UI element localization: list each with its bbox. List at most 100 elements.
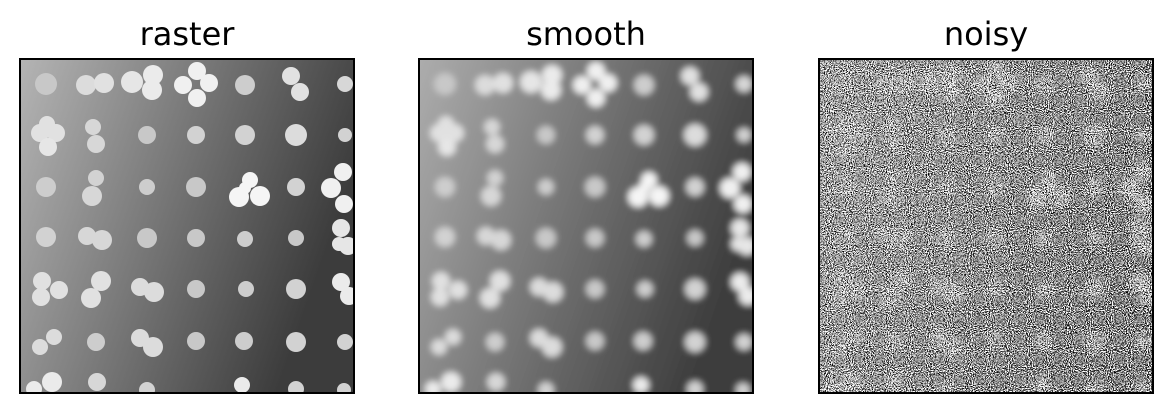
blob: [634, 75, 654, 95]
blob: [186, 177, 206, 197]
blob: [431, 339, 447, 355]
blob: [542, 337, 562, 357]
blob: [690, 83, 708, 101]
blob: [87, 333, 105, 351]
blob: [649, 186, 669, 206]
blob: [731, 237, 745, 251]
blob: [449, 281, 467, 299]
blob: [687, 381, 703, 392]
blob: [335, 195, 353, 213]
blob: [174, 76, 192, 94]
raster-image: [19, 58, 355, 394]
blob: [599, 74, 617, 92]
blob: [32, 339, 48, 355]
blob: [92, 230, 112, 250]
blob: [475, 75, 495, 95]
blob: [634, 125, 654, 145]
blob: [291, 83, 309, 101]
blob: [586, 229, 604, 247]
blob: [235, 332, 253, 350]
blob: [520, 71, 542, 93]
blob: [541, 80, 561, 100]
blob: [731, 273, 749, 291]
blob: [334, 163, 352, 181]
blob: [432, 272, 450, 290]
panel-smooth: smooth: [418, 0, 754, 412]
blob: [286, 332, 306, 352]
blob: [338, 128, 352, 142]
panel-noisy: noisy: [818, 0, 1154, 412]
blob: [91, 271, 111, 291]
smooth-image: [418, 58, 754, 394]
blob: [493, 73, 513, 93]
blob: [484, 119, 500, 135]
blob: [685, 279, 705, 299]
blob: [78, 227, 96, 245]
blob: [425, 381, 441, 392]
blob: [736, 76, 752, 92]
blob: [737, 128, 751, 142]
blob: [143, 337, 163, 357]
blob: [736, 334, 752, 350]
blob: [340, 287, 353, 305]
blob: [435, 227, 455, 247]
blob: [687, 230, 703, 246]
blob: [50, 281, 68, 299]
blob: [88, 170, 104, 186]
blob: [288, 381, 304, 392]
blob: [144, 282, 164, 302]
blob: [235, 125, 255, 145]
blob: [137, 228, 157, 248]
blob: [481, 186, 501, 206]
blob: [332, 219, 350, 237]
blob: [142, 80, 162, 100]
blob: [543, 282, 563, 302]
blob: [438, 116, 454, 132]
blob: [538, 382, 554, 392]
blob: [235, 75, 255, 95]
blob: [138, 126, 156, 144]
blob: [491, 230, 511, 250]
blob: [234, 377, 250, 392]
blob: [487, 373, 505, 391]
blob: [486, 135, 504, 153]
blob: [187, 126, 205, 144]
blob: [332, 273, 350, 291]
blob: [82, 186, 102, 206]
panel-title: smooth: [526, 15, 646, 53]
panel-title: noisy: [943, 15, 1029, 53]
blob: [634, 332, 652, 350]
blob: [734, 195, 752, 213]
blob: [81, 288, 101, 308]
blob: [681, 67, 699, 85]
blob: [636, 231, 652, 247]
blob: [441, 372, 461, 392]
blob: [536, 228, 556, 248]
blob: [39, 138, 57, 156]
blob: [286, 279, 306, 299]
blob: [36, 177, 56, 197]
blob: [731, 219, 749, 237]
blob: [586, 332, 604, 350]
blob: [285, 124, 307, 146]
panel-title: raster: [139, 15, 235, 53]
blob: [239, 182, 251, 194]
blob: [94, 73, 114, 93]
blob: [638, 182, 650, 194]
blob: [633, 377, 649, 392]
blob: [538, 179, 554, 195]
blob: [486, 333, 504, 351]
blob: [321, 178, 341, 198]
blob: [238, 281, 254, 297]
blob: [733, 163, 751, 181]
blob: [139, 179, 155, 195]
panel-raster: raster: [19, 0, 355, 412]
blob: [537, 126, 555, 144]
blob: [573, 76, 591, 94]
blob: [143, 65, 163, 85]
blob: [337, 334, 353, 350]
blob: [39, 116, 55, 132]
blob: [684, 124, 706, 146]
blob: [287, 178, 305, 196]
blob: [33, 272, 51, 290]
